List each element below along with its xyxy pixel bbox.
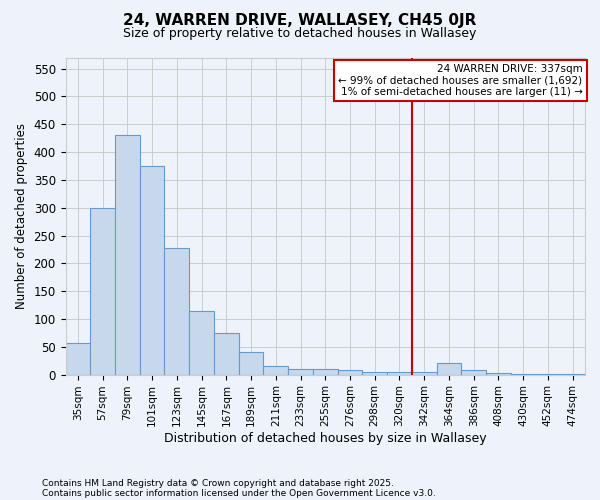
Bar xyxy=(164,248,189,374)
Bar xyxy=(115,136,140,374)
Bar xyxy=(189,310,214,374)
Bar xyxy=(412,372,437,374)
Bar xyxy=(387,372,412,374)
Bar xyxy=(313,369,338,374)
Text: Contains public sector information licensed under the Open Government Licence v3: Contains public sector information licen… xyxy=(42,488,436,498)
Bar xyxy=(214,333,239,374)
Bar xyxy=(362,372,387,374)
X-axis label: Distribution of detached houses by size in Wallasey: Distribution of detached houses by size … xyxy=(164,432,487,445)
Bar xyxy=(90,208,115,374)
Bar xyxy=(437,364,461,374)
Bar xyxy=(263,366,288,374)
Bar xyxy=(140,166,164,374)
Text: Contains HM Land Registry data © Crown copyright and database right 2025.: Contains HM Land Registry data © Crown c… xyxy=(42,478,394,488)
Y-axis label: Number of detached properties: Number of detached properties xyxy=(15,123,28,309)
Text: 24, WARREN DRIVE, WALLASEY, CH45 0JR: 24, WARREN DRIVE, WALLASEY, CH45 0JR xyxy=(124,12,476,28)
Bar xyxy=(486,373,511,374)
Bar xyxy=(239,352,263,374)
Bar xyxy=(461,370,486,374)
Text: Size of property relative to detached houses in Wallasey: Size of property relative to detached ho… xyxy=(124,28,476,40)
Bar xyxy=(288,369,313,374)
Bar xyxy=(338,370,362,374)
Text: 24 WARREN DRIVE: 337sqm
← 99% of detached houses are smaller (1,692)
1% of semi-: 24 WARREN DRIVE: 337sqm ← 99% of detache… xyxy=(338,64,583,97)
Bar xyxy=(65,343,90,374)
